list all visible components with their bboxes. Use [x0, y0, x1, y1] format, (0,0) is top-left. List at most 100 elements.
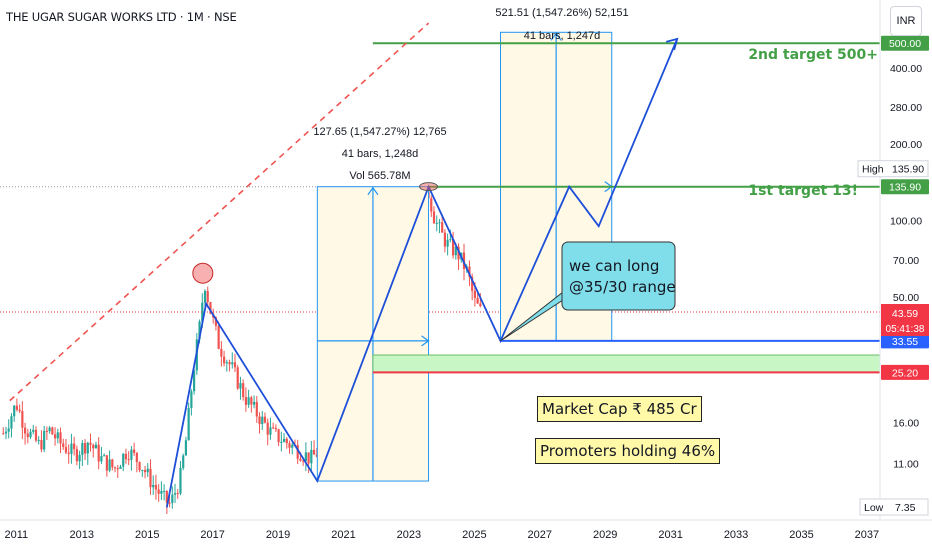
candle-body — [138, 462, 141, 471]
price-axis-tick-label: 11.00 — [893, 459, 919, 471]
candle-body — [34, 429, 38, 441]
measure2-line2: 41 bars, 1,247d — [524, 30, 600, 42]
target2-label: 2nd target 500+ — [748, 47, 878, 63]
candle-body — [261, 416, 264, 425]
high-marker-label: High — [862, 164, 884, 176]
candle-body — [220, 348, 223, 357]
candle-body — [176, 493, 179, 495]
candle-body — [78, 454, 81, 462]
candle-body — [4, 431, 8, 434]
zigzag-arrowhead — [665, 37, 679, 51]
candle-body — [217, 325, 220, 349]
high-marker-value: 135.90 — [892, 164, 924, 176]
candle-body — [108, 459, 111, 471]
candle-body — [438, 222, 441, 224]
target2-badge-bg — [881, 35, 929, 51]
zigzag-projection — [165, 38, 679, 508]
candle-body — [70, 443, 73, 454]
price-axis-tick-label: 70.00 — [893, 255, 919, 267]
market-cap-label: Market Cap ₹ 485 Cr — [537, 396, 702, 422]
dashed-trend-line — [9, 22, 430, 402]
candle-body — [288, 443, 291, 448]
candle-body — [15, 405, 19, 410]
stop-badge: 25.20 — [892, 367, 918, 379]
time-axis-tick-label: 2033 — [724, 529, 748, 541]
target2-badge: 500.00 — [889, 38, 921, 50]
candle-body — [168, 502, 171, 504]
low-marker-label: Low — [864, 502, 884, 514]
candle-body — [201, 302, 204, 322]
candle-body — [67, 452, 70, 454]
candle-body — [304, 452, 307, 461]
current-price-badge-bg — [881, 304, 929, 337]
candle-body — [479, 303, 482, 307]
candle-body — [247, 397, 250, 405]
candle-body — [97, 444, 100, 462]
candle-body — [242, 383, 245, 398]
candle-body — [146, 468, 149, 473]
time-axis-tick-label: 2031 — [658, 529, 682, 541]
candle-body — [64, 446, 68, 453]
candle-body — [443, 232, 447, 247]
candle-body — [7, 428, 10, 432]
candle-body — [37, 439, 40, 441]
candle-body — [193, 370, 196, 392]
candle-body — [81, 442, 84, 455]
candle-body — [2, 433, 5, 435]
candle-body — [163, 490, 166, 492]
candle-body — [130, 449, 133, 460]
candle-body — [222, 356, 226, 364]
low-marker-bg — [859, 498, 929, 516]
candle-body — [113, 467, 117, 469]
candle-body — [282, 438, 286, 442]
candle-body — [468, 266, 471, 277]
candle-body — [432, 211, 436, 224]
time-axis-tick-label: 2013 — [70, 529, 94, 541]
candle-body — [312, 449, 316, 455]
candle-body — [233, 362, 237, 368]
time-axis-tick-label: 2037 — [855, 529, 879, 541]
candle-body — [473, 290, 476, 298]
candle-body — [103, 455, 106, 457]
currency-selector[interactable]: INR — [890, 6, 922, 36]
candle-body — [315, 454, 318, 457]
candle-body — [124, 453, 128, 460]
candle-body — [29, 431, 32, 438]
candle-body — [111, 459, 114, 468]
callout-line-1: we can long — [569, 257, 660, 275]
candle-body — [280, 441, 283, 443]
high-marker-bg — [857, 160, 929, 178]
candle-body — [23, 427, 27, 434]
time-axis-tick-label: 2035 — [789, 529, 813, 541]
candle-body — [255, 401, 258, 417]
candle-body — [127, 459, 130, 461]
candle-body — [160, 490, 163, 494]
pivot-circle-2016 — [192, 262, 214, 284]
candle-body — [116, 468, 119, 470]
measure2-line1: 521.51 (1,547.26%) 52,151 — [495, 7, 628, 19]
candle-body — [100, 456, 103, 462]
candle-body — [272, 427, 275, 429]
candle-body — [299, 458, 302, 461]
candle-body — [173, 493, 177, 495]
candle-body — [26, 433, 29, 438]
candle-body — [13, 405, 16, 417]
candle-body — [291, 444, 294, 448]
candle-body — [92, 444, 95, 449]
target1-badge-bg — [881, 179, 929, 195]
candle-body — [228, 362, 231, 365]
candle-body — [435, 222, 438, 224]
callout-line-2: @35/30 range — [569, 278, 676, 296]
candle-body — [187, 408, 190, 441]
price-axis-tick-label: 100.00 — [890, 216, 922, 228]
candle-body — [59, 432, 62, 444]
support-badge-bg — [881, 333, 929, 349]
candle-body — [141, 469, 144, 471]
measure-arrowhead-up — [367, 186, 379, 196]
target1-label: 1st target 13! — [748, 183, 858, 199]
candle-body — [454, 246, 457, 256]
candle-body — [476, 297, 479, 304]
candle-body — [250, 397, 253, 405]
